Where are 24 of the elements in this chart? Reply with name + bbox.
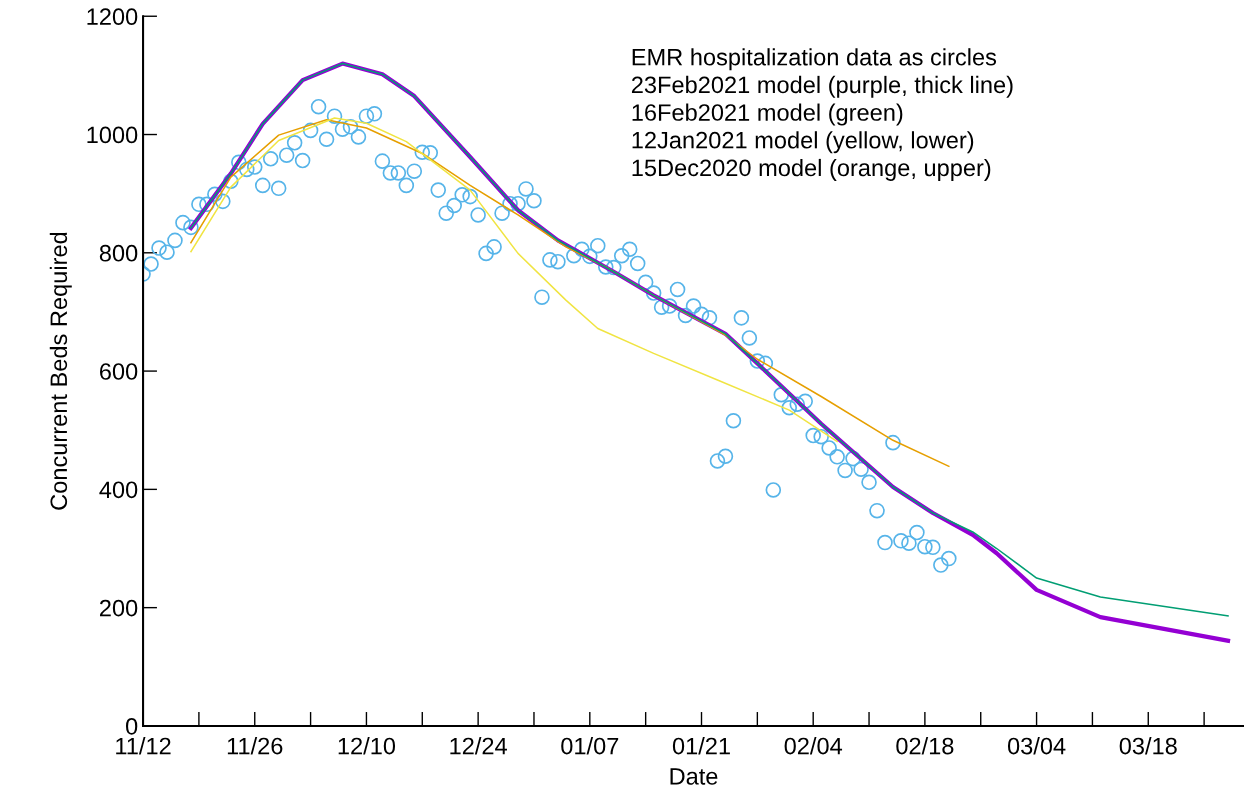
x-tick-label: 11/12 (116, 737, 171, 755)
annotation: EMR hospitalization data as circles (632, 48, 997, 71)
x-tick-label: 01/21 (672, 737, 730, 755)
x-axis-title: Date (670, 768, 718, 785)
annotation: 12Jan2021 model (yellow, lower) (632, 131, 974, 154)
x-tick-label: 03/04 (1007, 737, 1066, 755)
x-tick-label: 12/10 (338, 737, 396, 755)
annotation: 23Feb2021 model (purple, thick line) (631, 75, 1013, 98)
y-tick-label: 400 (99, 481, 138, 499)
y-tick-label: 1000 (87, 126, 138, 144)
x-tick-label: 02/04 (784, 737, 843, 755)
y-axis-title: Concurrent Beds Required (49, 232, 72, 510)
annotation: 15Dec2020 model (orange, upper) (632, 158, 991, 181)
annotation: 16Feb2021 model (green) (632, 103, 903, 126)
y-tick-label: 200 (100, 599, 138, 617)
x-tick-label: 11/26 (227, 737, 283, 755)
y-tick-label: 0 (125, 718, 138, 735)
x-tick-label: 03/18 (1119, 737, 1177, 755)
x-tick-label: 02/18 (896, 737, 954, 755)
y-tick-label: 1200 (87, 8, 138, 26)
y-tick-label: 600 (100, 363, 138, 380)
y-tick-label: 800 (99, 244, 138, 262)
x-tick-label: 12/24 (450, 737, 507, 755)
x-tick-label: 01/07 (561, 737, 619, 755)
